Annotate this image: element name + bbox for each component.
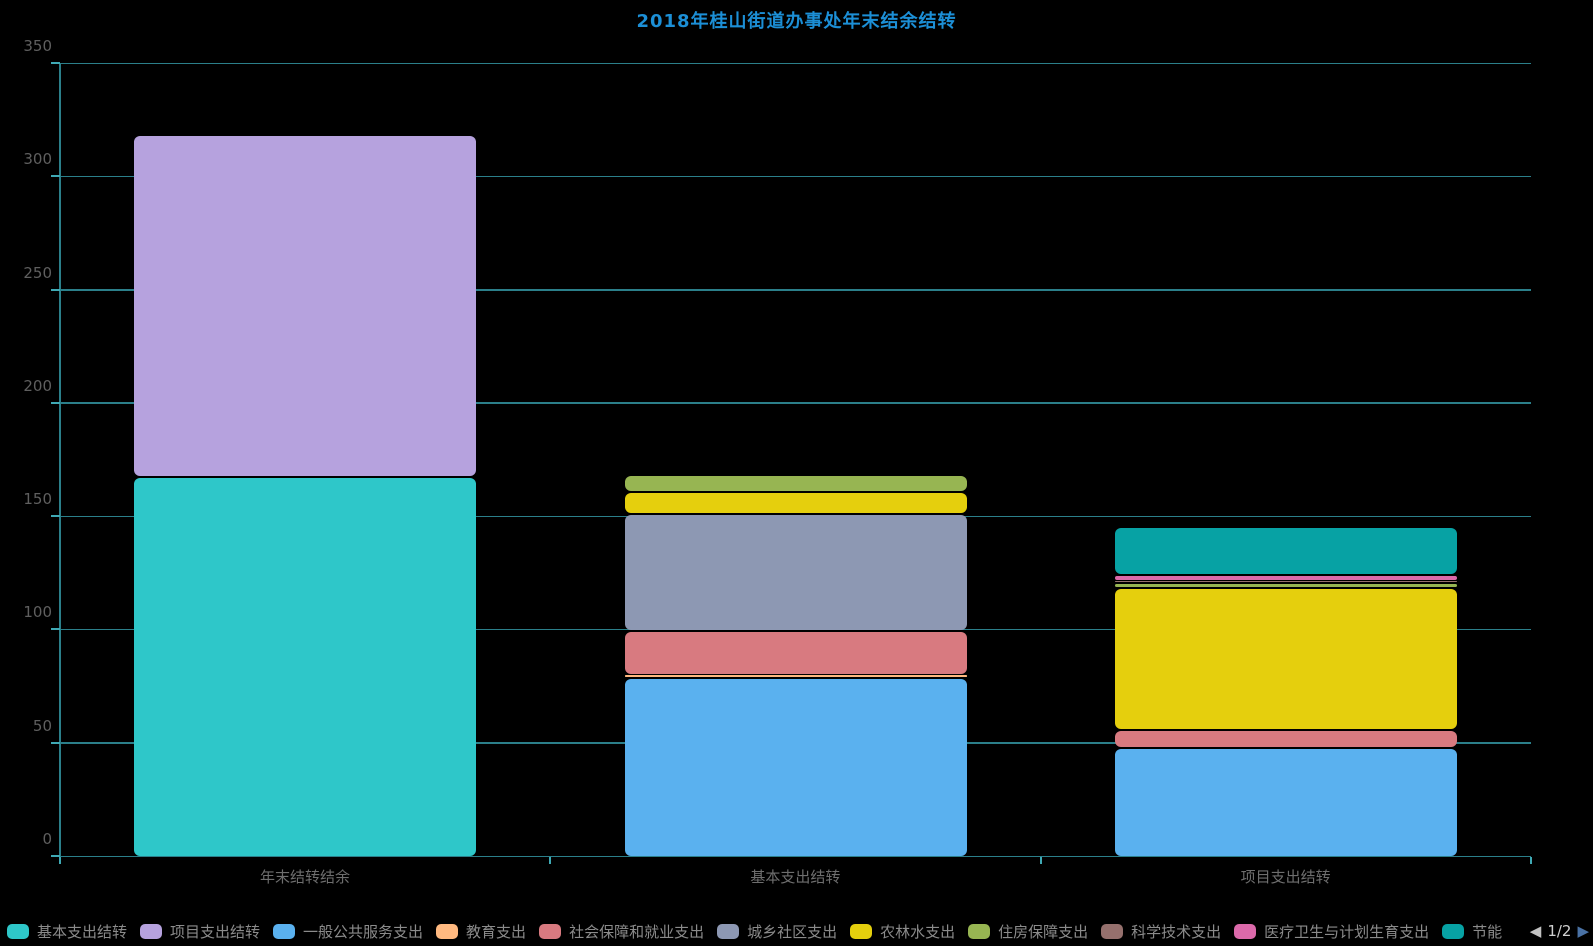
gridline	[60, 855, 1531, 857]
bar-segment-项目支出结转[interactable]	[134, 135, 477, 477]
y-axis-tick	[51, 741, 60, 744]
x-axis-tick	[59, 857, 61, 864]
legend-swatch-icon	[140, 923, 163, 939]
legend-next-page-icon[interactable]: ▶	[1577, 921, 1589, 940]
legend-item[interactable]: 城乡社区支出	[717, 921, 837, 942]
bar-segment-节能[interactable]	[1114, 528, 1457, 575]
y-axis-tick	[51, 515, 60, 518]
legend-item[interactable]: 住房保障支出	[968, 921, 1088, 942]
x-axis-tick	[1530, 857, 1532, 864]
y-axis-tick	[51, 401, 60, 404]
chart-title: 2018年桂山街道办事处年末结余结转	[636, 11, 957, 32]
legend-label: 基本支出结转	[37, 922, 128, 941]
y-axis-label: 150	[23, 490, 52, 509]
legend: 基本支出结转 项目支出结转 一般公共服务支出 教育支出 社会保障和就业支出 城乡社区支出 农…	[7, 918, 1530, 944]
legend-label: 教育支出	[466, 922, 527, 941]
y-axis-tick	[51, 628, 60, 631]
y-axis-tick	[51, 288, 60, 291]
y-axis-label: 350	[23, 37, 52, 55]
bar-segment-基本支出结转[interactable]	[134, 478, 477, 856]
y-axis-tick	[51, 62, 60, 64]
bar-segment-住房保障支出[interactable]	[1114, 584, 1457, 588]
x-axis-tick	[1039, 857, 1042, 864]
plot-area: 0 50 100 150 200 250 300 350 年末结转结余 基本支出结转 项目支出结转	[23, 37, 1532, 886]
legend-label: 医疗卫生与计划生育支出	[1264, 922, 1430, 941]
legend-swatch-icon	[436, 923, 459, 939]
legend-label: 项目支出结转	[170, 922, 261, 941]
x-axis-label: 基本支出结转	[750, 868, 841, 886]
bar-segment-社会保障和就业支出[interactable]	[1114, 731, 1457, 748]
legend-item[interactable]: 医疗卫生与计划生育支出	[1234, 921, 1429, 942]
legend-swatch-icon	[273, 923, 296, 939]
legend-swatch-icon	[850, 923, 873, 939]
y-axis-tick	[51, 175, 60, 178]
legend-swatch-icon	[539, 923, 562, 939]
bar-segment-一般公共服务支出[interactable]	[624, 678, 967, 856]
y-axis-line	[59, 64, 61, 857]
legend-swatch-icon	[968, 923, 991, 939]
legend-page-indicator: 1/2	[1547, 922, 1572, 940]
y-axis-label: 300	[23, 150, 52, 169]
legend-label: 城乡社区支出	[747, 922, 838, 941]
legend-item[interactable]: 科学技术支出	[1101, 921, 1221, 942]
legend-swatch-icon	[7, 923, 29, 939]
y-axis-label: 0	[42, 830, 52, 848]
bar-segment-农林水支出[interactable]	[1114, 589, 1457, 730]
x-axis-label: 项目支出结转	[1240, 868, 1331, 886]
legend-prev-page-icon[interactable]: ◀	[1529, 921, 1542, 940]
legend-pager: ◀ 1/2 ▶	[1521, 918, 1589, 944]
y-axis-label: 200	[23, 376, 52, 395]
legend-item[interactable]: 项目支出结转	[140, 921, 260, 942]
y-axis-tick	[51, 855, 60, 857]
legend-label: 住房保障支出	[998, 922, 1089, 941]
legend-swatch-icon	[1234, 923, 1257, 939]
bar-segment-城乡社区支出[interactable]	[624, 514, 967, 631]
legend-item[interactable]: 教育支出	[436, 921, 526, 942]
legend-item[interactable]: 一般公共服务支出	[273, 921, 423, 942]
gridline	[60, 289, 1531, 291]
legend-item[interactable]: 农林水支出	[850, 921, 955, 942]
gridline	[60, 402, 1531, 404]
legend-swatch-icon	[717, 923, 740, 939]
x-axis-label: 年末结转结余	[259, 868, 350, 886]
gridline	[60, 175, 1531, 178]
bar-segment-科学技术支出[interactable]	[1114, 580, 1457, 583]
legend-label: 农林水支出	[880, 922, 956, 941]
legend-item[interactable]: 节能	[1442, 921, 1502, 942]
legend-swatch-icon	[1101, 923, 1124, 939]
y-axis-label: 100	[23, 603, 52, 622]
y-axis-label: 50	[32, 716, 52, 735]
legend-label: 科学技术支出	[1131, 922, 1222, 941]
bar-segment-社会保障和就业支出[interactable]	[624, 632, 967, 674]
legend-label: 一般公共服务支出	[303, 922, 424, 941]
gridline	[60, 62, 1531, 64]
legend-label: 社会保障和就业支出	[569, 922, 705, 941]
x-axis-tick	[549, 857, 552, 864]
legend-label: 节能	[1472, 922, 1503, 941]
legend-swatch-icon	[1442, 923, 1465, 939]
bar-segment-住房保障支出[interactable]	[624, 476, 967, 491]
bar-segment-教育支出[interactable]	[624, 675, 967, 677]
bar-segment-医疗卫生与计划生育支出[interactable]	[1114, 576, 1457, 581]
legend-item[interactable]: 社会保障和就业支出	[539, 921, 704, 942]
legend-item[interactable]: 基本支出结转	[7, 921, 127, 942]
bar-segment-一般公共服务支出[interactable]	[1114, 749, 1457, 856]
y-axis-label: 250	[23, 263, 52, 282]
bar-segment-农林水支出[interactable]	[624, 492, 967, 513]
